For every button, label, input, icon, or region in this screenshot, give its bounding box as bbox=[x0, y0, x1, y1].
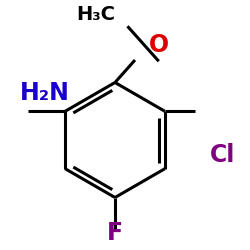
Text: Cl: Cl bbox=[210, 143, 236, 167]
Text: F: F bbox=[107, 220, 123, 244]
Text: O: O bbox=[149, 33, 169, 57]
Text: H₃C: H₃C bbox=[76, 6, 115, 25]
Text: H₂N: H₂N bbox=[20, 80, 70, 104]
